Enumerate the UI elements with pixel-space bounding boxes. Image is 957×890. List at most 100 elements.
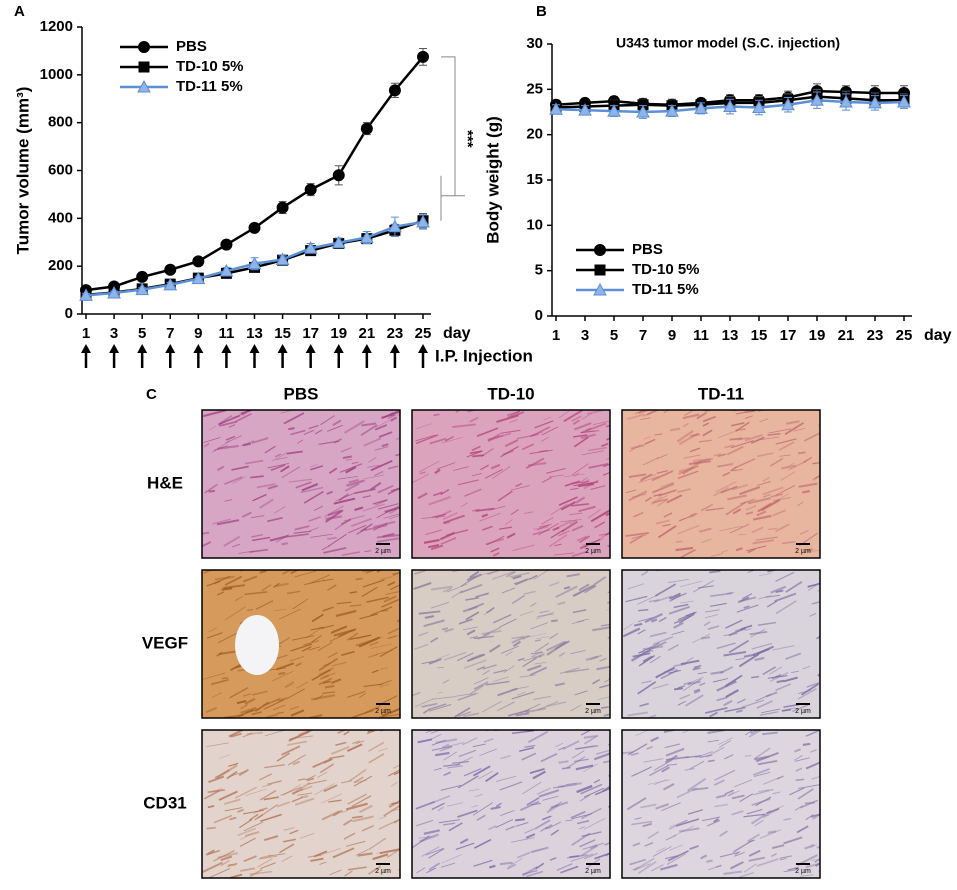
tissue-fiber — [228, 730, 245, 738]
tissue-fiber — [534, 661, 547, 665]
tissue-fiber — [380, 667, 389, 670]
tissue-fiber — [684, 694, 704, 707]
scale-bar-label: 2 µm — [795, 548, 811, 555]
tissue-fiber — [753, 771, 771, 777]
tissue-fiber — [548, 534, 568, 548]
tissue-fiber — [565, 819, 573, 822]
tissue-fiber — [592, 420, 610, 426]
tissue-fiber — [463, 712, 480, 718]
tissue-fiber — [561, 520, 578, 533]
tissue-fiber — [751, 798, 771, 806]
tissue-fiber — [207, 789, 225, 793]
tissue-fiber — [727, 494, 748, 501]
tissue-fiber — [511, 636, 525, 644]
tissue-fiber — [217, 852, 238, 859]
tissue-fiber — [257, 858, 273, 868]
tissue-fiber — [456, 652, 474, 662]
tissue-fiber — [632, 493, 647, 498]
tissue-fiber — [442, 822, 456, 826]
tissue-fiber — [558, 496, 578, 506]
tissue-fiber — [297, 778, 306, 781]
tissue-fiber — [736, 604, 759, 613]
tissue-fiber — [819, 439, 820, 441]
tissue-fiber — [311, 694, 336, 701]
tissue-fiber — [627, 711, 649, 717]
tissue-fiber — [354, 488, 376, 495]
tissue-fiber — [430, 733, 442, 740]
tissue-fiber — [794, 755, 803, 761]
tissue-fiber — [485, 772, 499, 783]
marker — [781, 97, 795, 111]
tissue-fiber — [783, 836, 803, 845]
tissue-fiber — [592, 679, 601, 685]
tissue-fiber — [218, 414, 241, 426]
tissue-fiber — [571, 503, 590, 507]
tissue-fiber — [763, 494, 771, 498]
tissue-fiber — [444, 627, 454, 633]
tissue-fiber — [459, 838, 469, 845]
tissue-fiber — [415, 698, 434, 708]
tissue-fiber — [794, 757, 810, 762]
tissue-fiber — [267, 516, 283, 523]
tissue-fiber — [239, 837, 256, 847]
tissue-fiber — [262, 697, 281, 707]
tissue-fiber — [808, 550, 820, 553]
tissue-fiber — [378, 431, 393, 438]
tissue-fiber — [748, 856, 766, 862]
tissue-fiber — [778, 441, 795, 451]
tissue-fiber — [306, 730, 314, 734]
tissue-fiber — [766, 600, 778, 608]
tissue-fiber — [771, 853, 778, 857]
tissue-fiber — [423, 829, 440, 835]
tissue-fiber — [387, 581, 396, 587]
tissue-fiber — [785, 420, 800, 425]
marker — [752, 100, 766, 113]
legend-label: PBS — [176, 38, 207, 55]
row-label: CD31 — [143, 793, 186, 812]
tissue-fiber — [714, 803, 728, 808]
tissue-fiber — [379, 646, 398, 658]
tissue-fiber — [466, 629, 476, 636]
marker — [839, 94, 853, 108]
tissue-fiber — [687, 680, 701, 686]
tissue-fiber — [578, 505, 596, 513]
tissue-fiber — [271, 671, 294, 682]
tissue-fiber — [752, 768, 770, 776]
tissue-fiber — [475, 507, 495, 512]
tissue-fiber — [781, 708, 792, 712]
tissue-fiber — [657, 499, 668, 507]
tissue-fiber — [349, 591, 358, 594]
tissue-fiber — [771, 674, 782, 680]
tissue-fiber — [640, 473, 653, 482]
tissue-fiber — [742, 593, 753, 599]
tissue-fiber — [570, 704, 582, 712]
tissue-fiber — [476, 666, 486, 671]
tissue-fiber — [383, 595, 397, 603]
tissue-fiber — [440, 785, 462, 791]
tissue-fiber — [488, 825, 497, 831]
marker — [332, 169, 345, 182]
tissue-fiber — [310, 533, 333, 538]
tissue-fiber — [455, 410, 462, 414]
tissue-fiber — [811, 601, 820, 605]
tissue-fiber — [423, 619, 445, 628]
tissue-fiber — [354, 779, 367, 783]
tissue-fiber — [789, 787, 805, 796]
x-tick-label: 7 — [166, 325, 174, 342]
tissue-fiber — [662, 782, 675, 791]
tissue-fiber — [202, 672, 226, 680]
tissue-fiber — [293, 530, 312, 534]
tissue-fiber — [243, 821, 264, 832]
tissue-fiber — [314, 694, 323, 701]
legend-label: PBS — [632, 241, 663, 258]
tissue-fiber — [714, 769, 736, 781]
tissue-fiber — [675, 818, 700, 827]
tissue-fiber — [553, 552, 575, 556]
tissue-fiber — [251, 437, 269, 444]
tissue-fiber — [796, 825, 809, 834]
tissue-fiber — [802, 742, 811, 746]
tissue-fiber — [550, 829, 560, 836]
image-border — [411, 729, 611, 879]
tissue-fiber — [252, 493, 267, 502]
tissue-fiber — [486, 606, 495, 614]
